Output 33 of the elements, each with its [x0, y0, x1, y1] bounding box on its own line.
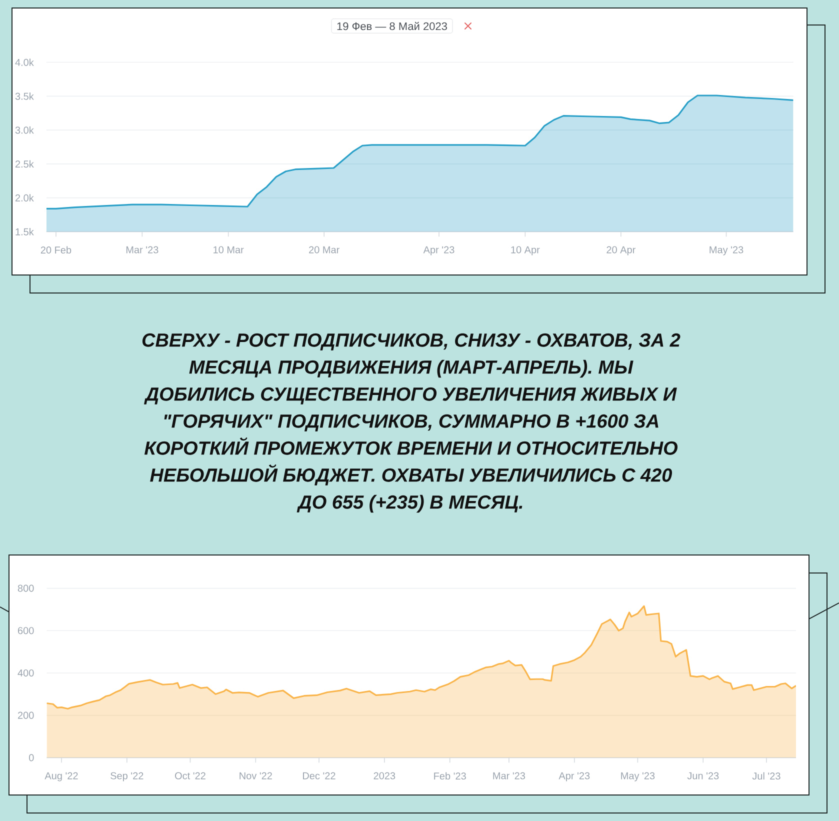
y-tick-label: 800	[18, 584, 34, 592]
y-tick-label: 600	[18, 627, 34, 634]
text: СВЕРХУ - РОСТ ПОДПИСЧИКОВ, СНИЗУ - ОХВАТОВ, ЗА 2 МЕСЯЦА ПРОДВИЖЕНИЯ (МАРТ-АПРЕЛЬ). МЫ ДОБИЛИСЬ СУЩЕСТВЕННОГО УВЕЛИЧЕНИЯ ЖИВЫХ И "ГОРЯЧИХ" ПОДПИСЧИКОВ, СУММАРНО В +1600 ЗА КОРОТКИЙ ПРОМЕЖУТОК ВРЕМЕНИ И ОТНОСИТЕЛЬНО НЕБОЛЬШОЙ БЮДЖЕТ. ОХВАТЫ УВЕЛИЧИЛИСЬ С 420 ДО 655 (+235) В МЕСЯЦ.	[142, 333, 680, 513]
x-tick-label: 2023	[374, 772, 396, 780]
x-tick-label: May '23	[621, 772, 655, 782]
y-tick-label: 2.0k	[15, 194, 34, 202]
x-tick-label: 20 Mar	[309, 246, 340, 254]
y-tick-label: 2.5k	[15, 160, 34, 168]
x-tick-label: Jun '23	[687, 772, 719, 780]
y-tick-label: 3.5k	[15, 92, 34, 100]
x-tick-label: Nov '22	[240, 772, 272, 780]
y-tick-label: 200	[18, 712, 34, 719]
x-tick-label: Mar '23	[126, 246, 158, 254]
x-tick-label: Apr '23	[558, 772, 590, 782]
y-tick-label: 4.0k	[15, 58, 34, 66]
x-tick-label: Sep '22	[110, 772, 144, 782]
chart-subtitle: 19 Фев — 8 Май 2023	[337, 22, 447, 30]
x-tick-label: Apr '23	[423, 246, 454, 256]
x-tick-label: Jul '23	[752, 772, 780, 780]
y-tick-label: 1.5k	[16, 228, 34, 236]
x-tick-label: 10 Mar	[214, 246, 244, 254]
x-tick-label: Dec '22	[303, 772, 336, 780]
y-tick-label: 3.0k	[15, 126, 34, 134]
x-tick-label: May '23	[710, 246, 744, 256]
x-tick-label: Oct '22	[175, 772, 206, 780]
y-tick-label: 0	[29, 754, 34, 762]
x-tick-label: 20 Feb	[40, 246, 72, 254]
x-tick-label: 10 Apr	[511, 246, 540, 256]
y-tick-label: 400	[18, 669, 34, 677]
x-tick-label: Mar '23	[493, 772, 526, 780]
x-tick-label: 20 Apr	[606, 246, 636, 256]
x-tick-label: Feb '23	[434, 772, 466, 780]
x-tick-label: Aug '22	[44, 772, 78, 782]
